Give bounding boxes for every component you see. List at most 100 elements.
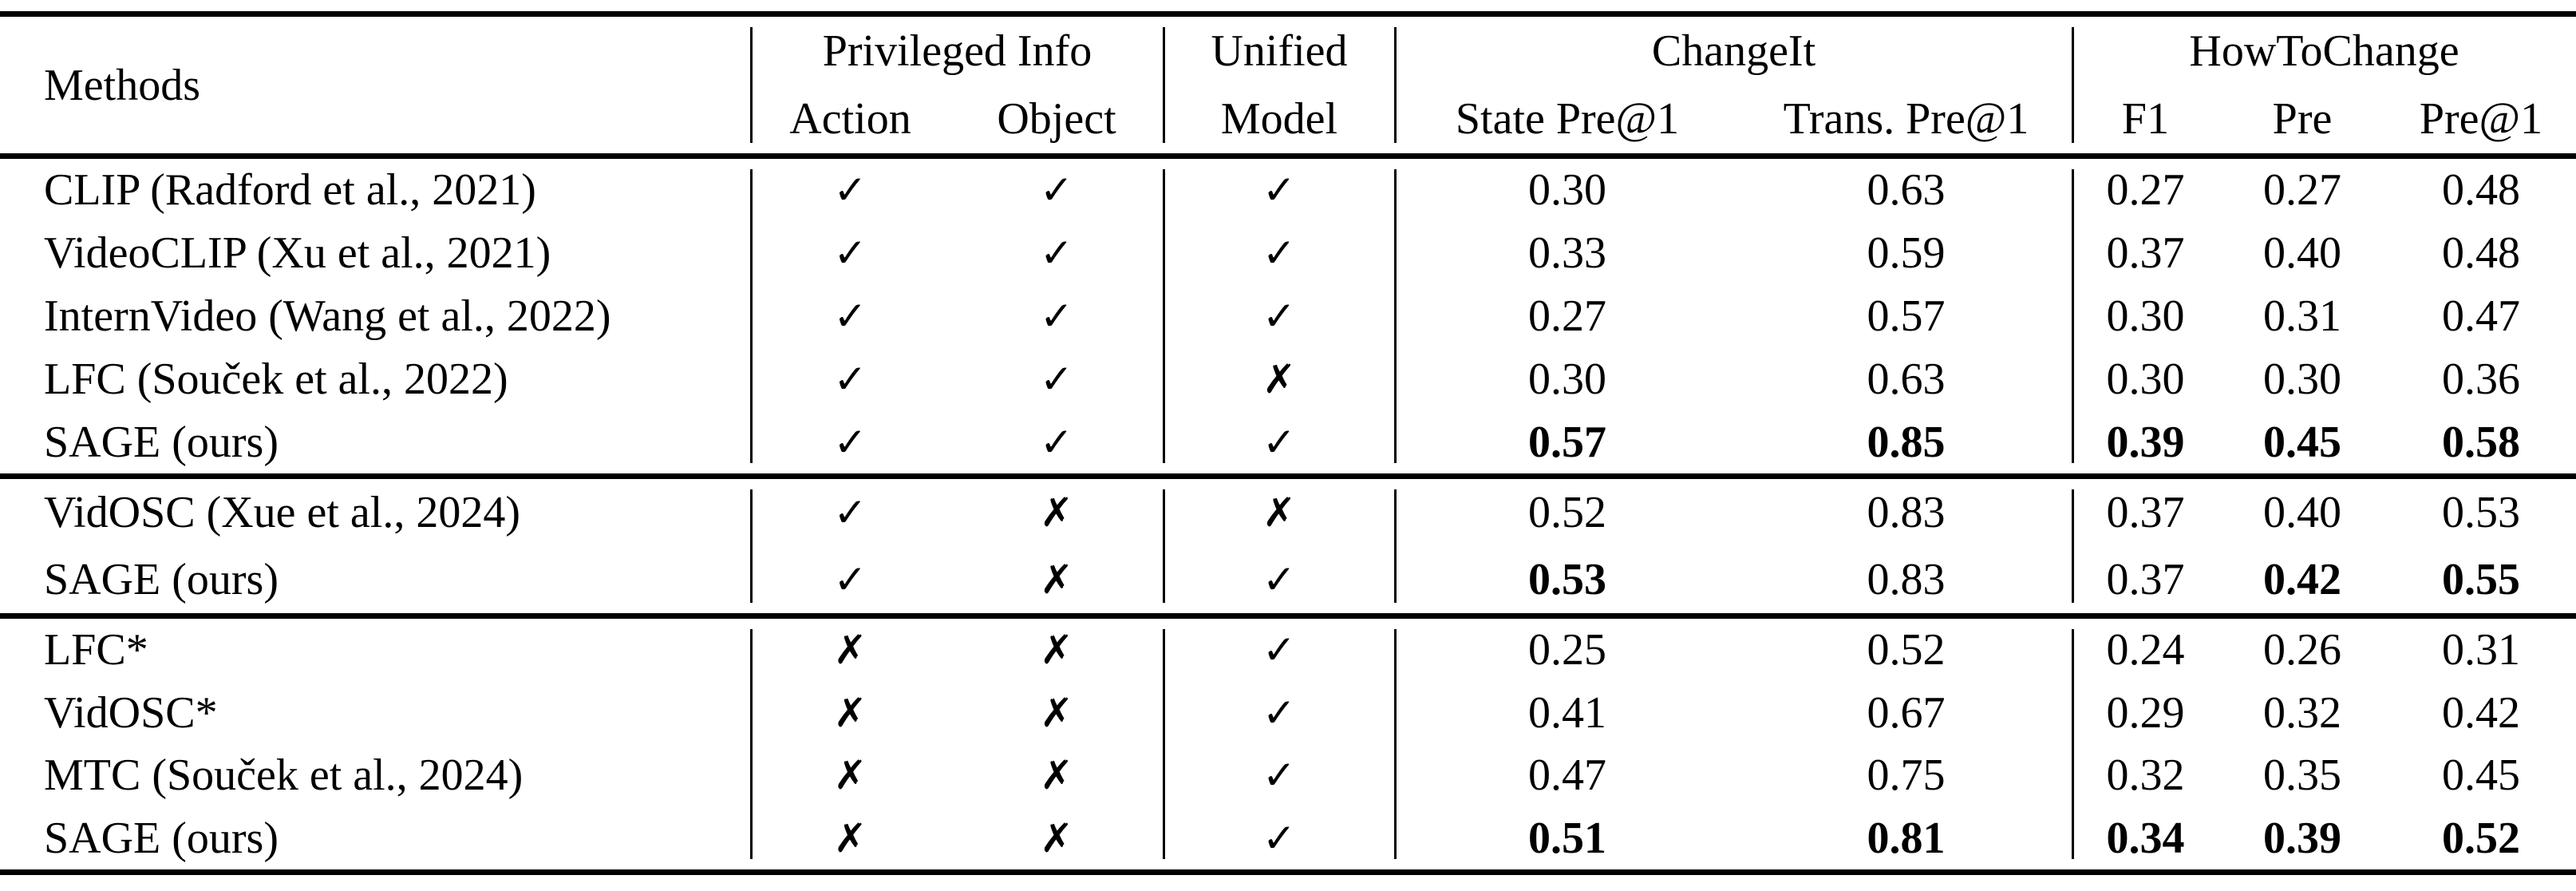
check-icon: ✓ xyxy=(1040,292,1073,339)
col-header-methods: Methods xyxy=(44,60,200,110)
group-header-howtochange: HowToChange xyxy=(2189,26,2459,76)
value-cell: 0.27 xyxy=(1528,291,1606,341)
value-cell: 0.83 xyxy=(1867,555,1946,604)
check-icon: ✓ xyxy=(1262,418,1296,465)
value-cell: 0.37 xyxy=(2106,488,2185,537)
value-cell: 0.40 xyxy=(2263,488,2341,537)
check-icon: ✓ xyxy=(1262,230,1296,277)
check-icon: ✓ xyxy=(833,292,867,339)
column-divider xyxy=(1163,169,1165,463)
col-header-action: Action xyxy=(789,94,911,145)
value-cell: 0.47 xyxy=(2442,291,2520,341)
horizontal-rule-bottom xyxy=(0,869,2576,875)
check-icon: ✓ xyxy=(1262,556,1296,603)
column-divider xyxy=(1394,629,1397,859)
table-section-2: VidOSC (Xue et al., 2024) ✓ ✗ ✗ 0.52 0.83 0.37… xyxy=(0,479,2576,613)
column-divider xyxy=(750,489,753,603)
horizontal-rule-section-1 xyxy=(0,473,2576,479)
value-cell: 0.30 xyxy=(2263,354,2341,404)
column-divider xyxy=(1163,27,1165,143)
column-divider xyxy=(2072,489,2074,603)
value-cell: 0.48 xyxy=(2442,165,2520,216)
cross-icon: ✗ xyxy=(833,814,867,861)
check-icon: ✓ xyxy=(1262,292,1296,339)
method-cell: SAGE (ours) xyxy=(44,417,279,467)
cross-icon: ✗ xyxy=(1040,627,1073,674)
group-header-privileged-info: Privileged Info xyxy=(822,26,1092,76)
cross-icon: ✗ xyxy=(1040,556,1073,603)
cross-icon: ✗ xyxy=(1040,752,1073,799)
value-cell: 0.52 xyxy=(1867,625,1946,675)
method-cell: SAGE (ours) xyxy=(44,813,279,863)
value-cell: 0.85 xyxy=(1867,417,1946,467)
value-cell: 0.30 xyxy=(2106,354,2185,404)
value-cell: 0.27 xyxy=(2106,165,2185,216)
value-cell: 0.45 xyxy=(2442,750,2520,801)
value-cell: 0.53 xyxy=(2442,488,2520,537)
cross-icon: ✗ xyxy=(833,689,867,736)
value-cell: 0.58 xyxy=(2442,417,2520,467)
value-cell: 0.37 xyxy=(2106,555,2185,604)
table-section-3: LFC* ✗ ✗ ✓ 0.25 0.52 0.24 0.26 0.31 VidOSC* ✗ ✗ ✓ 0.4… xyxy=(0,619,2576,869)
check-icon: ✓ xyxy=(833,167,867,214)
col-header-trans-pre1: Trans. Pre@1 xyxy=(1783,94,2029,145)
value-cell: 0.83 xyxy=(1867,488,1946,537)
column-divider xyxy=(1394,169,1397,463)
check-icon: ✓ xyxy=(1040,418,1073,465)
value-cell: 0.24 xyxy=(2106,625,2185,675)
value-cell: 0.34 xyxy=(2106,813,2185,863)
value-cell: 0.31 xyxy=(2442,625,2520,675)
col-header-pre: Pre xyxy=(2272,94,2333,145)
method-cell: InternVideo (Wang et al., 2022) xyxy=(44,291,611,341)
value-cell: 0.30 xyxy=(1528,165,1606,216)
value-cell: 0.40 xyxy=(2263,228,2341,279)
column-divider xyxy=(750,27,753,143)
cross-icon: ✗ xyxy=(1040,814,1073,861)
column-divider xyxy=(750,629,753,859)
value-cell: 0.57 xyxy=(1867,291,1946,341)
check-icon: ✓ xyxy=(1262,167,1296,214)
value-cell: 0.42 xyxy=(2442,687,2520,738)
column-divider xyxy=(2072,169,2074,463)
col-header-pre-at-1: Pre@1 xyxy=(2419,94,2543,145)
value-cell: 0.33 xyxy=(1528,228,1606,279)
cross-icon: ✗ xyxy=(1262,355,1296,402)
method-cell: LFC* xyxy=(44,625,148,675)
cross-icon: ✗ xyxy=(1262,489,1296,536)
method-cell: VidOSC* xyxy=(44,687,218,738)
value-cell: 0.32 xyxy=(2263,687,2341,738)
cross-icon: ✗ xyxy=(833,752,867,799)
value-cell: 0.42 xyxy=(2263,555,2341,604)
method-cell: SAGE (ours) xyxy=(44,555,279,604)
cross-icon: ✗ xyxy=(833,627,867,674)
value-cell: 0.39 xyxy=(2106,417,2185,467)
value-cell: 0.32 xyxy=(2106,750,2185,801)
method-cell: VidOSC (Xue et al., 2024) xyxy=(44,488,520,537)
value-cell: 0.35 xyxy=(2263,750,2341,801)
horizontal-rule-section-2 xyxy=(0,613,2576,619)
value-cell: 0.81 xyxy=(1867,813,1946,863)
column-divider xyxy=(1394,489,1397,603)
check-icon: ✓ xyxy=(1040,230,1073,277)
value-cell: 0.29 xyxy=(2106,687,2185,738)
check-icon: ✓ xyxy=(1262,814,1296,861)
value-cell: 0.63 xyxy=(1867,354,1946,404)
value-cell: 0.30 xyxy=(1528,354,1606,404)
column-divider xyxy=(1394,27,1397,143)
value-cell: 0.36 xyxy=(2442,354,2520,404)
value-cell: 0.55 xyxy=(2442,555,2520,604)
table-section-1: CLIP (Radford et al., 2021) ✓ ✓ ✓ 0.30 0.63 0.… xyxy=(0,159,2576,473)
group-header-changeit: ChangeIt xyxy=(1651,26,1816,76)
col-header-f1: F1 xyxy=(2121,94,2170,145)
method-cell: CLIP (Radford et al., 2021) xyxy=(44,165,536,216)
col-header-state-pre1: State Pre@1 xyxy=(1455,94,1680,145)
method-cell: LFC (Souček et al., 2022) xyxy=(44,354,508,404)
value-cell: 0.75 xyxy=(1867,750,1946,801)
value-cell: 0.45 xyxy=(2263,417,2341,467)
value-cell: 0.30 xyxy=(2106,291,2185,341)
value-cell: 0.63 xyxy=(1867,165,1946,216)
check-icon: ✓ xyxy=(1262,689,1296,736)
value-cell: 0.51 xyxy=(1528,813,1606,863)
value-cell: 0.27 xyxy=(2263,165,2341,216)
